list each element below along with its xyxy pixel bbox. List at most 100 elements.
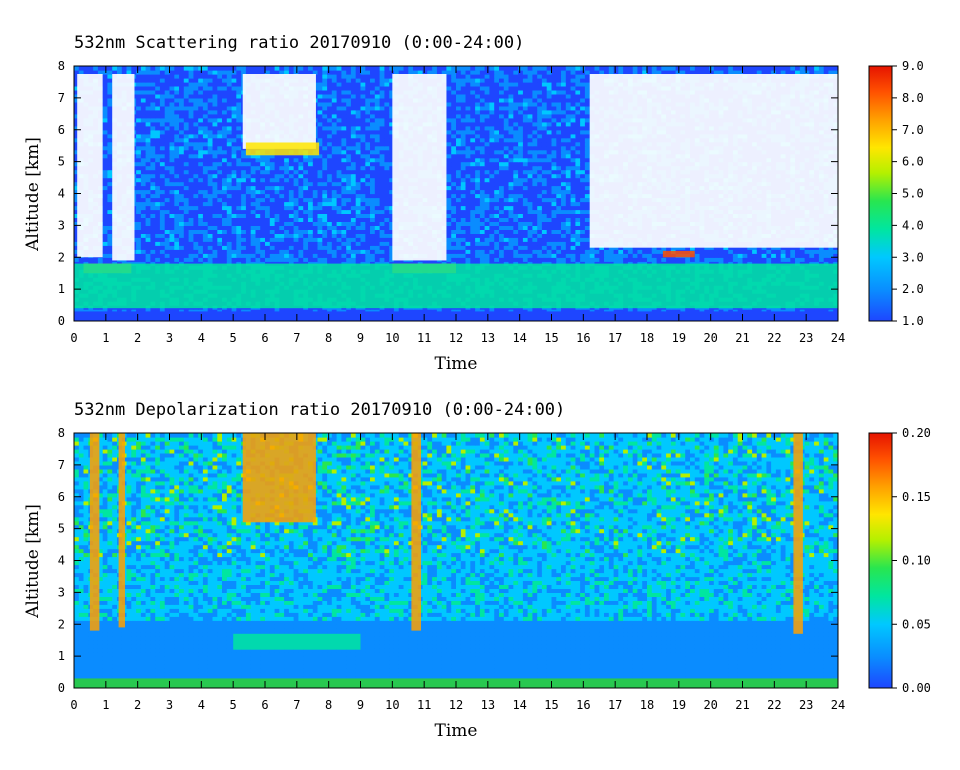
x-tick-label: 14: [512, 698, 526, 712]
x-axis: 0 1 2 3 4 5 6 7 8 9 10 11 12 13 14 15 16 17 18 19 20 21 22 23 24: [70, 433, 845, 712]
scattering-ratio-panel: 532nm Scattering ratio 20170910 (0:00-24…: [23, 33, 924, 374]
x-axis: 0 1 2 3 4 5 6 7 8 9 10 11 12 13 14 15 16 17 18 19 20 21 22 23 24: [70, 66, 845, 345]
x-tick-label: 17: [608, 698, 622, 712]
heatmap-feature: [245, 142, 320, 156]
y-tick-label: 3: [58, 585, 65, 599]
x-tick-label: 16: [576, 331, 590, 345]
colorbar-ticks: 1.0 2.0 3.0 4.0 5.0 6.0 7.0 8.0 9.0: [892, 59, 924, 328]
y-tick-label: 4: [58, 187, 65, 201]
x-tick-label: 6: [261, 331, 268, 345]
chart-title: 532nm Depolarization ratio 20170910 (0:0…: [74, 400, 565, 420]
colorbar-tick-label: 0.10: [902, 554, 931, 568]
colorbar-tick-label: 4.0: [902, 218, 924, 232]
colorbar-tick-label: 5.0: [902, 187, 924, 201]
heatmap-feature: [242, 433, 316, 523]
x-tick-label: 21: [735, 698, 749, 712]
x-tick-label: 10: [385, 698, 399, 712]
y-tick-label: 5: [58, 522, 65, 536]
colorbar-tick-label: 0.00: [902, 681, 931, 695]
x-tick-label: 1: [102, 698, 109, 712]
x-tick-label: 18: [640, 698, 654, 712]
x-tick-label: 23: [799, 698, 813, 712]
colorbar-tick-label: 6.0: [902, 155, 924, 169]
x-tick-label: 9: [357, 331, 364, 345]
x-tick-label: 11: [417, 331, 431, 345]
x-tick-label: 15: [544, 698, 558, 712]
heatmap-feature: [118, 433, 125, 628]
x-tick-label: 18: [640, 331, 654, 345]
x-tick-label: 7: [293, 331, 300, 345]
colorbar-tick-label: 7.0: [902, 123, 924, 137]
colorbar: [868, 65, 893, 322]
x-tick-label: 4: [198, 698, 205, 712]
x-tick-label: 21: [735, 331, 749, 345]
x-tick-label: 10: [385, 331, 399, 345]
x-tick-label: 5: [230, 698, 237, 712]
x-tick-label: 12: [449, 698, 463, 712]
x-tick-label: 24: [831, 331, 845, 345]
x-axis-label: Time: [435, 721, 478, 741]
x-tick-label: 2: [134, 331, 141, 345]
y-tick-label: 0: [58, 314, 65, 328]
y-tick-label: 8: [58, 59, 65, 73]
y-tick-label: 4: [58, 554, 65, 568]
x-tick-label: 3: [166, 698, 173, 712]
heatmap-area: [74, 433, 838, 688]
x-tick-label: 0: [70, 331, 77, 345]
x-tick-label: 3: [166, 331, 173, 345]
colorbar-tick-label: 2.0: [902, 282, 924, 296]
x-axis-label: Time: [435, 354, 478, 374]
x-tick-label: 23: [799, 331, 813, 345]
heatmap-feature: [411, 433, 421, 631]
x-tick-label: 13: [481, 331, 495, 345]
y-tick-label: 6: [58, 123, 65, 137]
x-tick-label: 5: [230, 331, 237, 345]
y-axis-label: Altitude [km]: [23, 137, 43, 252]
x-tick-label: 20: [703, 698, 717, 712]
y-tick-label: 2: [58, 617, 65, 631]
x-tick-label: 0: [70, 698, 77, 712]
y-tick-label: 2: [58, 250, 65, 264]
colorbar-tick-label: 0.05: [902, 617, 931, 631]
x-tick-label: 9: [357, 698, 364, 712]
y-tick-label: 5: [58, 155, 65, 169]
x-tick-label: 8: [325, 331, 332, 345]
x-tick-label: 15: [544, 331, 558, 345]
x-tick-label: 1: [102, 331, 109, 345]
y-tick-label: 1: [58, 649, 65, 663]
x-tick-label: 7: [293, 698, 300, 712]
y-tick-label: 3: [58, 218, 65, 232]
heatmap-feature: [662, 250, 695, 258]
colorbar-tick-label: 9.0: [902, 59, 924, 73]
y-tick-label: 0: [58, 681, 65, 695]
x-tick-label: 11: [417, 698, 431, 712]
x-tick-label: 12: [449, 331, 463, 345]
x-tick-label: 20: [703, 331, 717, 345]
x-tick-label: 24: [831, 698, 845, 712]
colorbar-tick-label: 8.0: [902, 91, 924, 105]
y-tick-label: 6: [58, 490, 65, 504]
x-tick-label: 17: [608, 331, 622, 345]
x-tick-label: 2: [134, 698, 141, 712]
colorbar-tick-label: 3.0: [902, 250, 924, 264]
heatmap-area: [74, 66, 838, 321]
x-tick-label: 8: [325, 698, 332, 712]
x-tick-label: 19: [672, 331, 686, 345]
x-tick-label: 14: [512, 331, 526, 345]
y-tick-label: 8: [58, 426, 65, 440]
y-tick-label: 1: [58, 282, 65, 296]
y-axis-label: Altitude [km]: [23, 504, 43, 619]
x-tick-label: 6: [261, 698, 268, 712]
heatmap-feature: [74, 263, 838, 309]
x-tick-label: 19: [672, 698, 686, 712]
colorbar-tick-label: 0.20: [902, 426, 931, 440]
colorbar-tick-label: 0.15: [902, 490, 931, 504]
colorbar-ticks: 0.00 0.05 0.10 0.15 0.20: [892, 426, 931, 695]
heatmap-feature: [233, 633, 361, 650]
heatmap-feature: [793, 433, 803, 634]
x-tick-label: 16: [576, 698, 590, 712]
x-tick-label: 22: [767, 331, 781, 345]
x-tick-label: 13: [481, 698, 495, 712]
depolarization-ratio-panel: 532nm Depolarization ratio 20170910 (0:0…: [23, 400, 931, 741]
